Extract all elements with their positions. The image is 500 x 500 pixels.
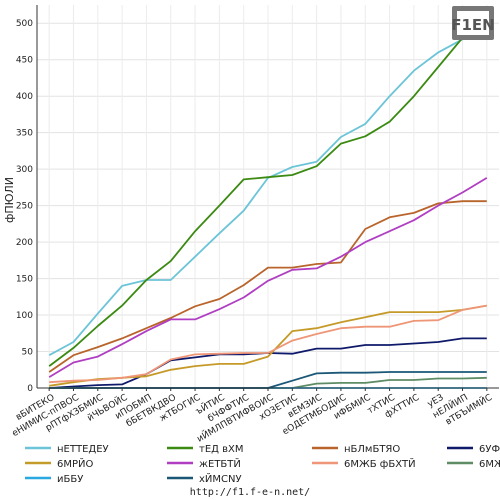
legend-item: тЕД вХМ bbox=[167, 444, 244, 455]
logo-text: F1EN bbox=[451, 16, 494, 34]
legend-label: иББУ bbox=[57, 474, 83, 485]
legend-label: нЕТТЕДЕУ bbox=[57, 444, 109, 455]
y-tick-label: 100 bbox=[16, 311, 33, 321]
legend: нЕТТЕДЕУ тЕД вХМ нБЛмБТЯО 6УФЯО нБТФЙО 6МРЙО… bbox=[25, 442, 500, 485]
legend-item: 6МРЙО bbox=[25, 457, 94, 470]
legend-label: 6УФЯО нБТФЙО bbox=[479, 442, 500, 455]
legend-item: жЕТБТЙ bbox=[167, 457, 241, 470]
legend-item: 6МЖБ тПНЕО bbox=[447, 459, 500, 470]
y-tick-label: 300 bbox=[16, 165, 33, 175]
y-tick-labels: 0 50 100 150 200 250 300 350 400 450 500 bbox=[16, 19, 33, 394]
series-line-2 bbox=[48, 13, 488, 367]
legend-item: 6УФЯО нБТФЙО bbox=[447, 442, 500, 455]
y-tick-label: 350 bbox=[16, 129, 33, 139]
y-tick-label: 250 bbox=[16, 202, 33, 212]
legend-item: нЕТТЕДЕУ bbox=[25, 444, 109, 455]
series-line-3 bbox=[48, 200, 487, 373]
y-tick-label: 150 bbox=[16, 275, 33, 285]
legend-item: нБЛмБТЯО bbox=[312, 444, 400, 455]
legend-label: 6МЖБ тПНЕО bbox=[479, 459, 500, 470]
legend-label: тЕД вХМ bbox=[199, 444, 244, 455]
gridlines bbox=[37, 5, 499, 389]
legend-item: хЙМСNУ bbox=[167, 472, 242, 485]
y-tick-label: 50 bbox=[22, 348, 34, 358]
legend-label: жЕТБТЙ bbox=[199, 457, 241, 470]
legend-item: 6МЖБ фБХТЙ bbox=[312, 457, 416, 470]
legend-label: нБЛмБТЯО bbox=[344, 444, 400, 455]
y-tick-label: 450 bbox=[16, 56, 33, 66]
x-tick-labels: вБИТЕКОеНИМИС-пПВОСрПТфХЗБМИСйЧЬВОЙСиПОБ… bbox=[11, 391, 495, 445]
legend-label: хЙМСNУ bbox=[199, 472, 242, 485]
y-tick-label: 400 bbox=[16, 92, 33, 102]
footer-url[interactable]: http://f1.f-e-n.net/ bbox=[190, 487, 310, 498]
y-tick-label: 500 bbox=[16, 19, 33, 29]
axes bbox=[36, 5, 499, 391]
y-tick-label: 0 bbox=[27, 384, 33, 394]
series-line-7 bbox=[49, 304, 487, 384]
series-line-6 bbox=[48, 177, 488, 378]
legend-item: иББУ bbox=[25, 474, 83, 485]
y-axis-label: фПЮЛИ bbox=[3, 177, 16, 223]
legend-label: 6МЖБ фБХТЙ bbox=[344, 457, 416, 470]
legend-label: 6МРЙО bbox=[57, 457, 94, 470]
y-tick-label: 200 bbox=[16, 238, 33, 248]
logo: F1EN bbox=[451, 6, 495, 40]
